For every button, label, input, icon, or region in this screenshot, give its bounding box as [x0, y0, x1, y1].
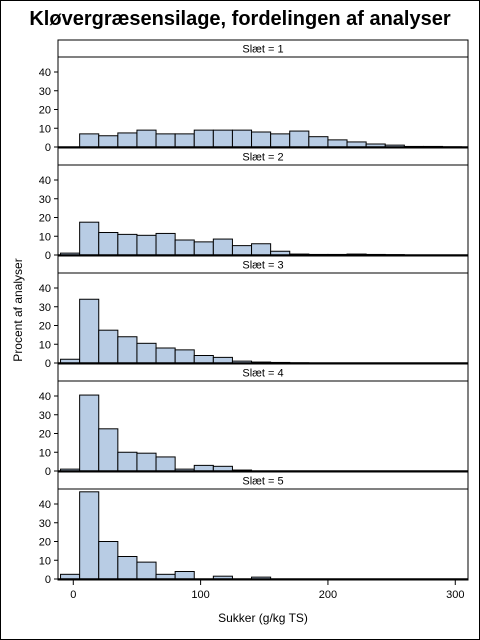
y-tick-label-p2-0: 0 [45, 250, 51, 262]
bar-p2-10 [251, 243, 272, 256]
bar-p1-3 [117, 132, 138, 148]
y-tick-label-p4-30: 30 [39, 410, 51, 422]
panel-frame-5 [57, 488, 469, 581]
y-axis-title: Procent af analyser [11, 258, 25, 361]
y-tick-label-p1-30: 30 [39, 86, 51, 98]
y-tick-label-p1-20: 20 [39, 105, 51, 117]
panel-label-4: Slæt = 4 [242, 368, 283, 380]
bar-p2-9 [231, 245, 253, 256]
y-tick-label-p5-0: 0 [45, 574, 51, 586]
y-tick-label-p4-10: 10 [39, 447, 51, 459]
bar-p2-8 [212, 238, 233, 256]
bar-p2-5 [155, 232, 176, 256]
bar-p1-4 [136, 129, 157, 148]
bar-p2-6 [174, 239, 195, 256]
y-tick-label-p4-20: 20 [39, 429, 51, 441]
chart-title: Kløvergræsensilage, fordelingen af analy… [29, 8, 451, 30]
x-tick-label-100: 100 [191, 589, 209, 601]
bar-p1-7 [193, 129, 214, 148]
x-tick-label-300: 300 [446, 589, 464, 601]
bar-p3-8 [212, 356, 233, 364]
panel-label-3: Slæt = 3 [242, 260, 283, 272]
bar-p4-3 [117, 451, 138, 472]
bar-p1-8 [212, 129, 233, 148]
panel-label-2: Slæt = 2 [242, 152, 283, 164]
y-tick-label-p3-10: 10 [39, 339, 51, 351]
y-tick-label-p5-20: 20 [39, 537, 51, 549]
y-tick-label-p2-30: 30 [39, 194, 51, 206]
bar-p2-1 [79, 221, 100, 256]
y-tick-label-p1-10: 10 [39, 123, 51, 135]
y-tick-label-p4-40: 40 [39, 391, 51, 403]
bar-p4-4 [136, 452, 157, 472]
y-tick-label-p2-10: 10 [39, 231, 51, 243]
bar-p5-4 [136, 561, 157, 580]
bar-p4-1 [79, 394, 100, 472]
bar-p5-3 [117, 556, 138, 580]
bar-p3-7 [193, 355, 214, 364]
bar-p2-7 [193, 241, 214, 256]
bar-p4-7 [193, 464, 214, 472]
bar-p4-5 [155, 456, 176, 472]
y-tick-label-p4-0: 0 [45, 466, 51, 478]
bar-p2-2 [98, 232, 119, 256]
y-tick-label-p5-30: 30 [39, 518, 51, 530]
bar-p3-6 [174, 349, 195, 364]
panel-label-1: Slæt = 1 [242, 44, 283, 56]
bar-p1-13 [308, 136, 329, 148]
bar-p5-2 [98, 541, 119, 580]
bar-p1-14 [327, 139, 348, 148]
y-tick-label-p5-10: 10 [39, 555, 51, 567]
bar-p4-2 [98, 428, 119, 472]
bar-p1-10 [251, 131, 272, 148]
x-axis-title: Sukker (g/kg TS) [218, 611, 308, 625]
y-tick-label-p1-0: 0 [45, 142, 51, 154]
bar-p3-1 [79, 298, 100, 364]
bar-p1-1 [79, 133, 100, 148]
bar-p5-1 [79, 491, 100, 580]
bar-p2-3 [117, 233, 138, 256]
bar-p3-2 [98, 329, 119, 364]
bar-p1-12 [289, 130, 310, 148]
y-tick-label-p3-40: 40 [39, 283, 51, 295]
y-tick-label-p3-0: 0 [45, 358, 51, 370]
y-tick-label-p2-40: 40 [39, 175, 51, 187]
bar-p3-3 [117, 336, 138, 364]
bar-p1-15 [346, 141, 367, 148]
panel-label-5: Slæt = 5 [242, 476, 283, 488]
y-tick-label-p5-40: 40 [39, 499, 51, 511]
bar-p5-6 [174, 571, 195, 580]
y-tick-label-p3-20: 20 [39, 321, 51, 333]
bar-p3-5 [155, 347, 176, 364]
bar-p1-9 [231, 129, 253, 148]
bar-p2-4 [136, 234, 157, 256]
y-tick-label-p1-40: 40 [39, 67, 51, 79]
bar-p1-2 [98, 135, 119, 148]
x-tick-label-200: 200 [319, 589, 337, 601]
bar-p1-11 [270, 133, 291, 148]
x-tick-label-0: 0 [70, 589, 76, 601]
bar-p1-5 [155, 133, 176, 148]
y-tick-label-p3-30: 30 [39, 302, 51, 314]
bar-p3-4 [136, 342, 157, 364]
y-tick-label-p2-20: 20 [39, 213, 51, 225]
bar-p1-6 [174, 133, 195, 148]
